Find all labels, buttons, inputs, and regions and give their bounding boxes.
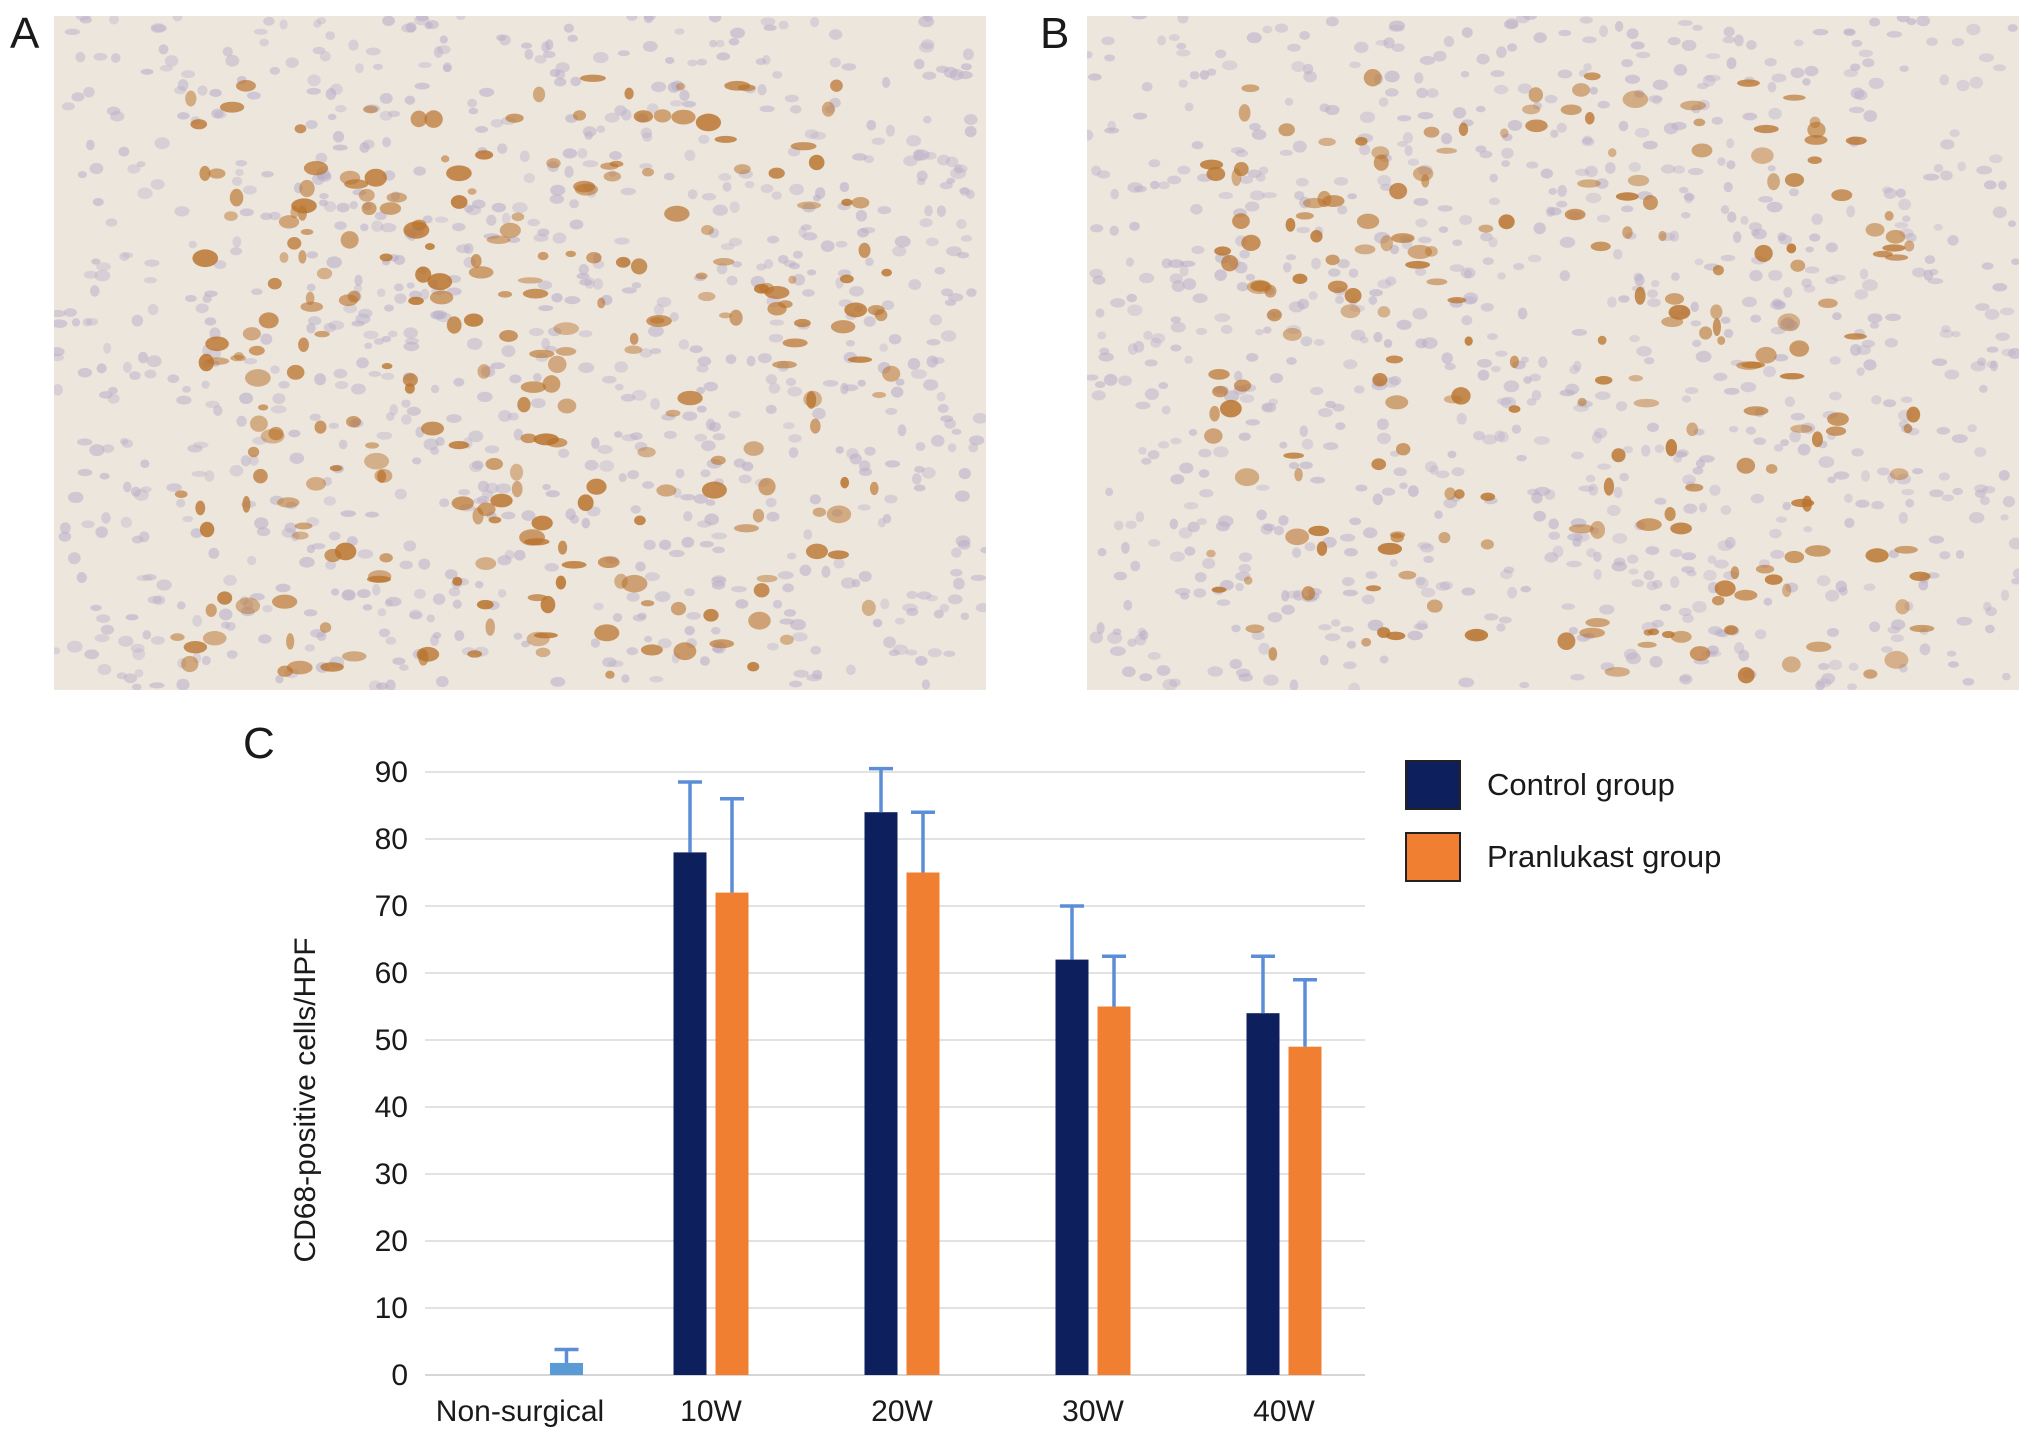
panel-label-a: A	[10, 9, 40, 58]
bar-pranlukast	[1288, 1046, 1322, 1375]
x-tick-label: 40W	[1253, 1395, 1315, 1428]
bar-pranlukast	[715, 892, 749, 1375]
legend: Control group Pranlukast group	[1405, 758, 1721, 902]
bar-control	[673, 852, 707, 1375]
y-axis-ticks: 0 10 20 30 40 50 60 70 80 90	[375, 756, 408, 1392]
y-tick-label: 20	[375, 1225, 408, 1258]
error-bar	[1060, 904, 1084, 960]
error-bar	[1102, 954, 1126, 1007]
error-bar	[554, 1347, 579, 1363]
error-bar	[869, 766, 893, 813]
bars	[550, 812, 1322, 1375]
y-tick-label: 90	[375, 756, 408, 789]
micrograph-pranlukast-texture	[1087, 16, 2019, 690]
micrograph-control-texture	[54, 16, 986, 690]
error-bar	[720, 797, 744, 893]
y-tick-label: 0	[391, 1359, 408, 1392]
bar-control	[1055, 959, 1089, 1375]
panel-label-c: C	[243, 719, 275, 768]
y-tick-label: 80	[375, 823, 408, 856]
panel-label-b: B	[1040, 9, 1070, 58]
x-tick-label: Non-surgical	[436, 1395, 604, 1428]
legend-item-control: Control group	[1405, 758, 1721, 812]
bar-control	[1246, 1013, 1280, 1375]
bar-non-surgical	[550, 1362, 583, 1375]
x-axis-ticks: Non-surgical 10W 20W 30W 40W	[436, 1395, 1316, 1428]
legend-label-control: Control group	[1487, 767, 1675, 802]
legend-label-pranlukast: Pranlukast group	[1487, 839, 1722, 874]
bar-control	[864, 812, 898, 1375]
micrograph-control	[54, 16, 986, 690]
x-tick-label: 10W	[680, 1395, 742, 1428]
error-bars	[554, 766, 1317, 1363]
y-tick-label: 30	[375, 1158, 408, 1191]
y-axis-title: CD68-positive cells/HPF	[289, 937, 322, 1262]
y-tick-label: 40	[375, 1091, 408, 1124]
y-tick-label: 60	[375, 957, 408, 990]
legend-swatch-control	[1405, 760, 1461, 810]
error-bar	[1251, 954, 1275, 1014]
y-tick-label: 10	[375, 1292, 408, 1325]
x-tick-label: 20W	[871, 1395, 933, 1428]
bar-pranlukast	[906, 872, 940, 1375]
legend-swatch-pranlukast	[1405, 832, 1461, 882]
y-tick-label: 70	[375, 890, 408, 923]
error-bar	[678, 780, 702, 853]
y-tick-label: 50	[375, 1024, 408, 1057]
micrograph-pranlukast	[1087, 16, 2019, 690]
error-bar	[1293, 977, 1317, 1047]
error-bar	[911, 810, 935, 873]
bar-pranlukast	[1097, 1006, 1131, 1375]
legend-item-pranlukast: Pranlukast group	[1405, 830, 1721, 884]
x-tick-label: 30W	[1062, 1395, 1124, 1428]
